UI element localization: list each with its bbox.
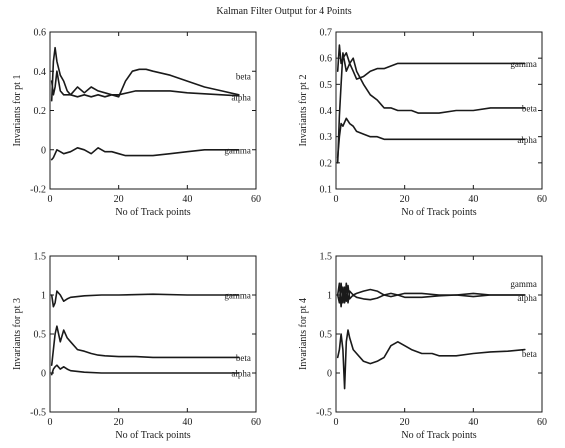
- series-label-beta: beta: [522, 103, 537, 113]
- series-label-alpha: alpha: [231, 92, 251, 102]
- y-tick-label: 1: [327, 291, 332, 302]
- y-tick-label: -0.2: [30, 185, 46, 196]
- y-tick-label: 0: [41, 145, 46, 156]
- y-tick-label: 0: [327, 369, 332, 380]
- series-line-beta: [336, 329, 526, 390]
- y-axis-label: Invariants for pt 4: [298, 298, 309, 370]
- x-axis-label: No of Track points: [115, 430, 190, 441]
- x-tick-label: 0: [334, 417, 339, 428]
- x-tick-label: 0: [334, 194, 339, 205]
- y-tick-label: 0: [41, 369, 46, 380]
- y-axis-label: Invariants for pt 2: [298, 75, 309, 147]
- y-tick-label: -0.5: [30, 408, 46, 419]
- y-tick-label: 0.4: [320, 106, 333, 117]
- series-label-gamma: gamma: [510, 59, 537, 69]
- series-line-gamma: [50, 290, 240, 308]
- y-tick-label: 0.5: [34, 330, 47, 341]
- series-label-gamma: gamma: [224, 291, 251, 301]
- y-tick-label: 0.5: [320, 80, 333, 91]
- subplots: 0 20 40 60-0.200.20.40.6No of Track pointsI…: [12, 28, 547, 442]
- y-tick-label: 0.3: [320, 132, 333, 143]
- y-tick-label: -0.5: [316, 408, 332, 419]
- series-label-beta: beta: [522, 349, 537, 359]
- series-line-gamma: [50, 147, 240, 161]
- x-tick-label: 0: [48, 194, 53, 205]
- x-tick-label: 20: [114, 417, 124, 428]
- y-axis-label: Invariants for pt 3: [12, 298, 23, 370]
- series-line-beta: [50, 46, 240, 102]
- plot-frame: [49, 31, 257, 190]
- y-tick-label: 0.2: [320, 158, 333, 169]
- series-label-alpha: alpha: [517, 293, 537, 303]
- x-tick-label: 60: [251, 417, 261, 428]
- x-tick-label: 20: [114, 194, 124, 205]
- series-line-beta: [336, 44, 526, 114]
- x-tick-label: 60: [251, 194, 261, 205]
- y-tick-label: 0.6: [320, 54, 333, 65]
- series-line-alpha: [336, 117, 526, 159]
- y-tick-label: 0.1: [320, 185, 333, 196]
- x-axis-label: No of Track points: [401, 207, 476, 218]
- x-tick-label: 60: [537, 194, 547, 205]
- series-line-alpha: [50, 70, 240, 98]
- y-tick-label: 1: [41, 291, 46, 302]
- series-label-alpha: alpha: [517, 135, 537, 145]
- y-tick-label: 0.2: [34, 106, 47, 117]
- x-tick-label: 20: [400, 417, 410, 428]
- x-tick-label: 20: [400, 194, 410, 205]
- x-tick-label: 40: [468, 417, 478, 428]
- plot-frame: [335, 31, 543, 190]
- series-line-gamma: [336, 52, 526, 164]
- y-tick-label: 0.6: [34, 28, 47, 39]
- subplot-2: 0 20 40 60 0.1 0.2 0.3 0.4 0.5 0.6 0.7 No of Track …: [298, 28, 547, 219]
- y-tick-label: 1.5: [320, 252, 333, 263]
- x-tick-label: 40: [182, 417, 192, 428]
- series-line-beta: [50, 325, 240, 367]
- y-tick-label: 0.7: [320, 28, 333, 39]
- series-line-alpha: [336, 282, 526, 304]
- x-tick-label: 40: [468, 194, 478, 205]
- series-label-beta: beta: [236, 353, 251, 363]
- x-tick-label: 40: [182, 194, 192, 205]
- x-axis-label: No of Track points: [115, 207, 190, 218]
- y-tick-label: 0.5: [320, 330, 333, 341]
- subplot-4: 0 20 40 60-0.500.511.5No of Track pointsInv…: [298, 252, 547, 442]
- y-tick-label: 0.4: [34, 67, 47, 78]
- figure-title: Kalman Filter Output for 4 Points: [216, 6, 351, 17]
- y-tick-label: 1.5: [34, 252, 47, 263]
- subplot-1: 0 20 40 60-0.200.20.40.6No of Track pointsI…: [12, 28, 261, 219]
- subplot-3: 0 20 40 60-0.500.511.5No of Track pointsInv…: [12, 252, 261, 442]
- series-label-gamma: gamma: [510, 279, 537, 289]
- series-label-beta: beta: [236, 72, 251, 82]
- series-label-alpha: alpha: [231, 369, 251, 379]
- x-axis-label: No of Track points: [401, 430, 476, 441]
- series-line-alpha: [50, 364, 240, 376]
- x-tick-label: 60: [537, 417, 547, 428]
- y-axis-label: Invariants for pt 1: [12, 75, 23, 147]
- plot-frame: [49, 255, 257, 413]
- series-label-gamma: gamma: [224, 145, 251, 155]
- x-tick-label: 0: [48, 417, 53, 428]
